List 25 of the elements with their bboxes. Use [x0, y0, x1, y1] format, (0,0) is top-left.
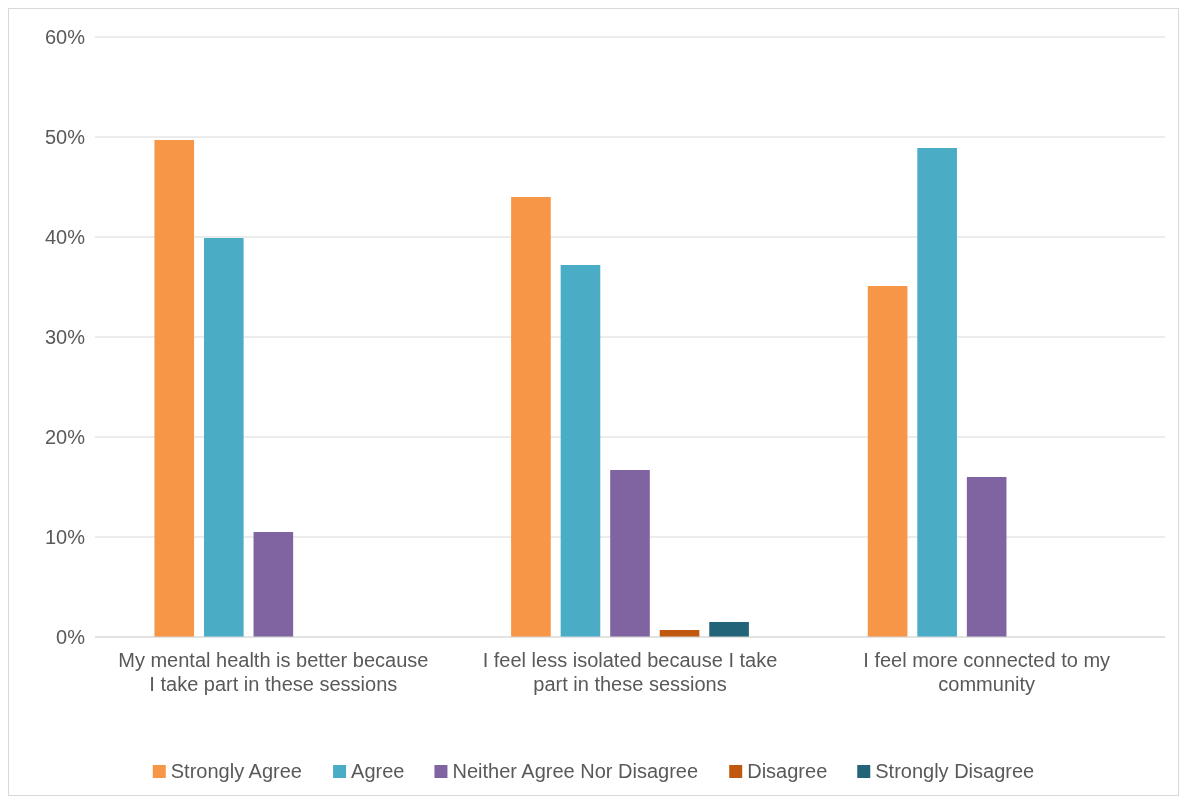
legend-label: Agree [351, 760, 405, 782]
legend-label: Neither Agree Nor Disagree [452, 760, 699, 782]
bar [253, 532, 294, 637]
y-tick-label: 60% [44, 26, 86, 48]
x-tick-label: My mental health is better because I take part in these sessions [118, 649, 429, 695]
legend-label: Disagree [747, 760, 828, 782]
bar [154, 140, 195, 637]
y-tick-label: 40% [44, 226, 86, 248]
legend-label: Strongly Agree [170, 760, 302, 782]
y-tick-label: 10% [44, 526, 86, 548]
bar [966, 477, 1007, 637]
y-tick-label: 50% [44, 126, 86, 148]
x-tick-label: I feel more connected to my community [863, 649, 1111, 695]
y-tick-label: 30% [44, 326, 86, 348]
bar [709, 622, 749, 637]
bar [610, 470, 650, 637]
bar [867, 286, 908, 637]
y-tick-label: 0% [56, 626, 86, 648]
bar [917, 148, 957, 637]
bar [203, 238, 244, 637]
bar [511, 197, 551, 637]
bar [560, 265, 601, 637]
legend-label: Strongly Disagree [875, 760, 1035, 782]
x-tick-label: I feel less isolated because I take part in these sessions [482, 649, 778, 695]
y-tick-label: 20% [44, 426, 86, 448]
